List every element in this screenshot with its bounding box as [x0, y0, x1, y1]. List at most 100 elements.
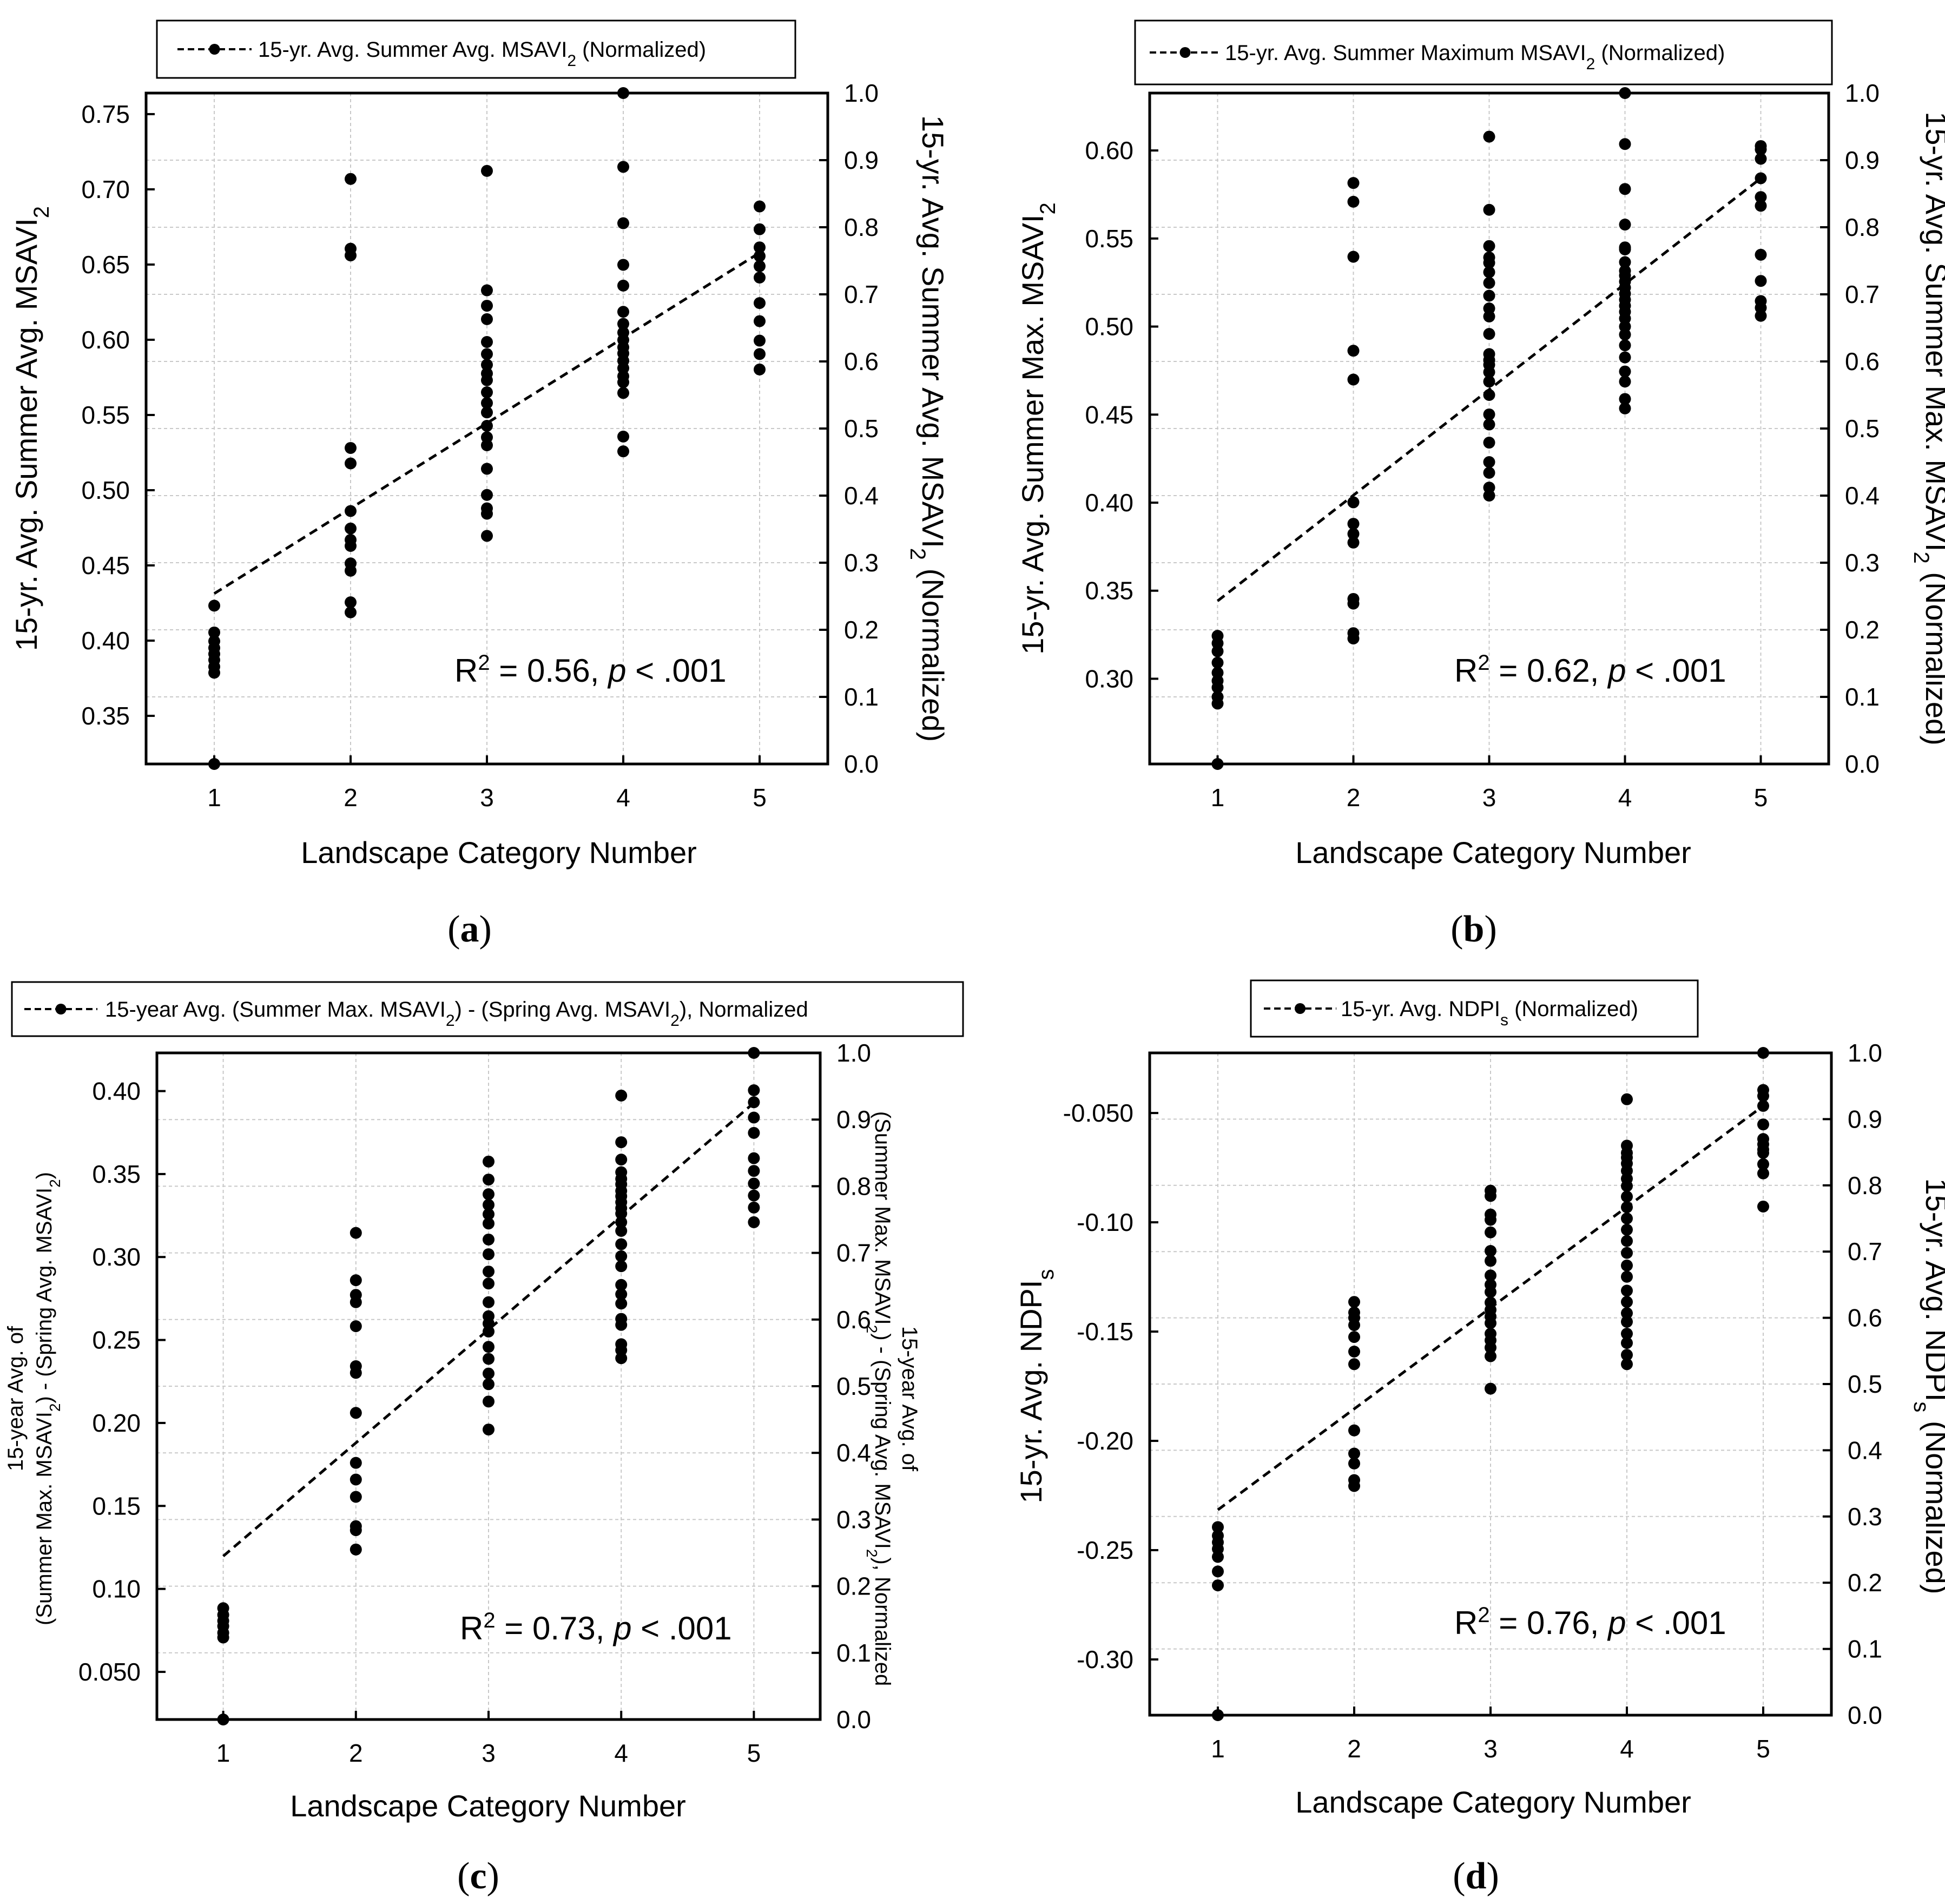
y-tick-label: -0.20: [1077, 1427, 1133, 1455]
data-point: [1621, 1223, 1633, 1236]
y2-tick-label: 0.6: [836, 1306, 871, 1334]
data-point: [483, 1155, 495, 1168]
legend-marker: [209, 44, 220, 55]
trend-line: [213, 251, 761, 595]
y2-tick-label: 0.9: [1848, 1105, 1882, 1133]
data-point: [345, 505, 357, 517]
y-axis-title-right: 15-yr. Avg. Summer Max. MSAVI2 (Normaliz…: [1909, 111, 1945, 746]
y2-tick-label: 0.8: [1845, 213, 1880, 241]
data-point: [345, 596, 357, 609]
data-point: [483, 1266, 495, 1278]
data-point: [1348, 1296, 1360, 1308]
data-point: [1621, 1270, 1633, 1283]
data-point: [1483, 328, 1495, 340]
data-point: [1621, 1139, 1633, 1152]
panel-label: (c): [457, 1855, 499, 1897]
data-point: [1757, 1047, 1769, 1059]
data-point: [748, 1189, 760, 1202]
data-point: [217, 1714, 229, 1725]
data-point: [617, 326, 629, 339]
data-point: [1619, 339, 1631, 352]
data-point: [483, 1198, 495, 1211]
data-point: [615, 1238, 628, 1250]
data-point: [481, 530, 493, 542]
trend-line: [222, 1102, 755, 1558]
data-point: [1755, 191, 1767, 203]
data-point: [1619, 87, 1631, 99]
y-tick-label: 0.65: [81, 251, 130, 279]
data-point: [1483, 437, 1495, 449]
data-point: [1619, 393, 1631, 405]
data-point: [1619, 265, 1631, 277]
y-tick-label: 0.70: [81, 175, 130, 203]
data-point: [483, 1424, 495, 1436]
y2-tick-label: 0.5: [836, 1372, 871, 1400]
x-tick-label: 1: [216, 1739, 230, 1767]
data-point: [1483, 203, 1495, 216]
y-tick-label: -0.10: [1077, 1208, 1133, 1236]
r-squared-annotation: R2 = 0.56, p < .001: [454, 651, 727, 689]
data-point: [754, 363, 766, 375]
y2-tick-label: 0.4: [844, 482, 879, 510]
y-tick-label: 0.40: [1085, 489, 1133, 517]
data-point: [1212, 1709, 1224, 1721]
x-tick-label: 5: [747, 1739, 761, 1767]
data-point: [1619, 351, 1631, 364]
y-tick-label: 0.30: [92, 1243, 141, 1271]
data-point: [1621, 1337, 1633, 1349]
legend-marker: [1295, 1003, 1306, 1014]
data-point: [1483, 389, 1495, 401]
x-tick-label: 3: [482, 1739, 496, 1767]
y2-tick-label: 0.2: [1848, 1569, 1882, 1597]
data-point: [1621, 1349, 1633, 1361]
data-point: [617, 87, 629, 99]
y-tick-label: 0.50: [1085, 313, 1133, 341]
data-point: [617, 306, 629, 318]
y2-tick-label: 0.6: [1848, 1304, 1882, 1332]
data-point: [1485, 1279, 1496, 1291]
x-axis-title: Landscape Category Number: [290, 1789, 686, 1823]
chart-panel-b: 1 2 3 4 5 0.30 0.35 0.40 0.45 0.50 0.55 0.60 0.0 0.1 0…: [1016, 19, 1945, 950]
x-tick-label: 2: [1347, 783, 1361, 812]
data-point: [1755, 153, 1767, 165]
data-point: [1483, 240, 1495, 252]
data-point: [481, 164, 493, 177]
data-point: [1348, 1331, 1360, 1343]
data-point: [1485, 1184, 1496, 1197]
x-tick-label: 5: [1756, 1735, 1770, 1763]
data-point: [1621, 1327, 1633, 1340]
data-point: [350, 1473, 362, 1486]
legend-label: 15-yr. Avg. Summer Avg. MSAVI2 (Normaliz…: [258, 38, 706, 70]
data-point: [617, 161, 629, 173]
x-axis-title: Landscape Category Number: [1295, 1785, 1691, 1819]
data-point: [345, 606, 357, 618]
data-point: [617, 387, 629, 399]
data-point: [615, 1338, 628, 1350]
y-axis-title-right: 15-yr. Avg. NDPIs (Normalized): [1909, 1178, 1945, 1595]
y-axis-title-right-line2: (Summer Max. MSAVI2) - (Spring Avg. MSAV…: [864, 1111, 895, 1686]
data-point: [1483, 266, 1495, 279]
y2-tick-label: 0.0: [844, 750, 879, 778]
data-point: [1347, 627, 1360, 640]
y2-tick-label: 0.3: [1845, 549, 1880, 577]
data-point: [1211, 758, 1224, 770]
data-point: [1619, 138, 1631, 150]
y2-tick-label: 0.3: [844, 549, 879, 577]
y2-tick-label: 0.1: [844, 683, 879, 711]
data-point: [1212, 1530, 1224, 1542]
y-axis-title-left: 15-yr. Avg. Summer Avg. MSAVI2: [9, 206, 54, 651]
data-point: [481, 397, 493, 409]
data-point: [615, 1313, 628, 1325]
data-point: [350, 1407, 362, 1419]
data-point: [350, 1491, 362, 1503]
y2-tick-label: 0.7: [844, 280, 879, 308]
legend-label: 15-yr. Avg. Summer Maximum MSAVI2 (Norma…: [1225, 41, 1725, 73]
data-point: [208, 599, 220, 612]
data-point: [483, 1378, 495, 1391]
data-point: [754, 241, 766, 254]
data-point: [345, 442, 357, 454]
y2-tick-label: 0.5: [1845, 414, 1880, 443]
data-point: [481, 386, 493, 399]
data-point: [1619, 219, 1631, 231]
